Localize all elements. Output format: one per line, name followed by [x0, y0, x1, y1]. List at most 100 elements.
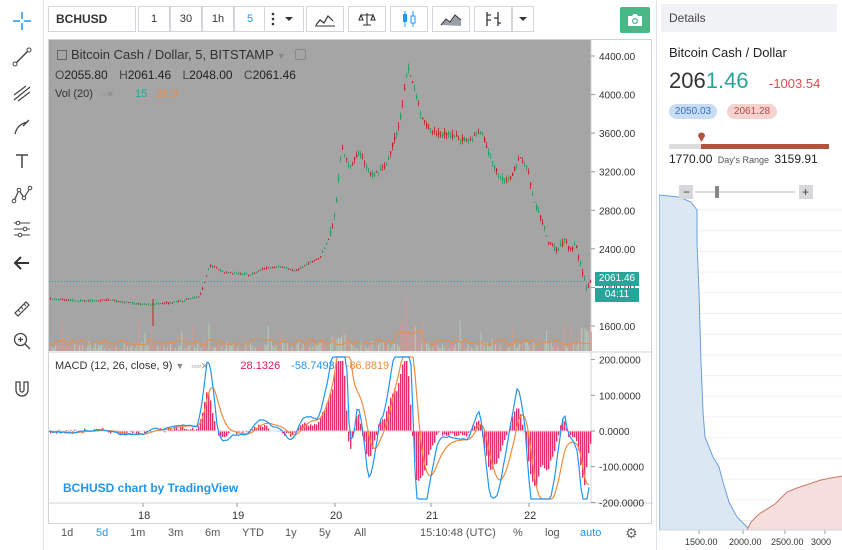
compare-button[interactable] — [348, 6, 386, 32]
volume-value: 15 — [135, 88, 148, 100]
symbol-input[interactable]: BCHUSD — [48, 6, 136, 32]
range-button-6m[interactable]: 6m — [205, 527, 221, 539]
low-value: 2048.00 — [189, 68, 233, 82]
magnet-icon[interactable] — [8, 376, 36, 402]
price-change: -1003.54 — [769, 76, 821, 91]
range-marker-icon — [698, 132, 705, 142]
log-toggle[interactable]: log — [545, 527, 560, 539]
price-axis-label: 4400.00 — [599, 52, 636, 63]
fib-tool-icon[interactable] — [8, 80, 36, 106]
range-button-1y[interactable]: 1y — [285, 527, 297, 539]
range-button-all[interactable]: All — [354, 527, 367, 539]
gear-icon[interactable]: ⚙ — [625, 525, 638, 541]
macd-signal-value: -86.8819 — [345, 360, 390, 372]
ruler-icon[interactable] — [8, 296, 36, 322]
high-value: 2061.46 — [127, 68, 172, 82]
macd-axis-label: -200.0000 — [599, 498, 644, 509]
chart-legend-title: Bitcoin Cash / Dollar, 5, BITSTAMP ▼ — [57, 47, 307, 62]
day-range: 1770.00 Day's Range 3159.91 — [669, 152, 818, 166]
ask-badge: 2061.28 — [727, 104, 777, 119]
brush-icon[interactable] — [8, 114, 36, 140]
details-header[interactable]: Details — [661, 4, 837, 32]
indicator-controls-icon[interactable]: ▫▫▫✕ — [191, 361, 209, 371]
time-axis-label: 20 — [330, 510, 342, 522]
volume-label: Vol (20) — [55, 88, 93, 100]
details-panel: Details Bitcoin Cash / Dollar 2061.46 -1… — [656, 0, 842, 550]
text-tool-icon[interactable] — [8, 148, 36, 174]
crosshair-icon[interactable] — [8, 8, 36, 34]
range-label: Day's Range — [717, 155, 769, 165]
bar-countdown-tag: 04:11 — [595, 288, 639, 302]
interval-button-1h[interactable]: 1h — [202, 6, 234, 32]
candlesticks — [50, 63, 592, 326]
interval-button-30[interactable]: 30 — [170, 6, 202, 32]
macd-axis-label: 200.0000 — [599, 356, 641, 367]
symbol-title: Bitcoin Cash / Dollar, 5, BITSTAMP — [71, 47, 274, 62]
price-axis-label: 2800.00 — [599, 206, 636, 217]
zoom-icon[interactable] — [8, 328, 36, 354]
ohlc-values: O2055.80 H2061.46 L2048.00 C2061.46 — [55, 68, 296, 82]
ask-depth-area — [746, 475, 842, 531]
instrument-name: Bitcoin Cash / Dollar — [669, 45, 787, 60]
settings-icon[interactable] — [295, 49, 307, 60]
chart-canvas[interactable]: 4400.00 4000.00 3600.00 3200.00 2800.00 2400.… — [49, 40, 653, 525]
volume-bars — [50, 296, 592, 351]
price-axis-label: 4000.00 — [599, 91, 636, 102]
more-dropdown-button[interactable] — [512, 6, 534, 32]
utc-clock[interactable]: 15:10:48 (UTC) — [420, 527, 496, 539]
depth-x-label: 2500.00 — [771, 537, 804, 547]
collapse-icon[interactable] — [57, 50, 67, 60]
range-button-5y[interactable]: 5y — [319, 527, 331, 539]
last-price-tag: 2061.46 — [595, 272, 639, 286]
zoom-handle[interactable] — [715, 186, 719, 198]
depth-chart[interactable]: 3200300028002600240022002000180016001400… — [659, 182, 842, 550]
main-chart[interactable]: 4400.00 4000.00 3600.00 3200.00 2800.00 2400.… — [48, 39, 653, 525]
scales-icon — [358, 13, 376, 26]
auto-toggle[interactable]: auto — [580, 527, 602, 539]
price-axis-label: 3200.00 — [599, 168, 636, 179]
bottom-toolbar: 1d 5d 1m 3m 6m YTD 1y 5y All 15:10:48 (UTC) % lo… — [48, 524, 652, 546]
zoom-in-icon[interactable]: + — [802, 185, 809, 199]
depth-x-label: 1500.00 — [685, 537, 718, 547]
time-axis-label: 18 — [138, 510, 150, 522]
zoom-out-icon[interactable]: − — [683, 185, 690, 199]
indicators-button[interactable] — [474, 6, 512, 32]
price-axis-label: 2400.00 — [599, 245, 636, 256]
range-button-5d[interactable]: 5d — [96, 527, 109, 539]
percent-toggle[interactable]: % — [513, 527, 523, 539]
camera-icon — [628, 14, 642, 26]
range-button-1d[interactable]: 1d — [61, 527, 74, 539]
back-arrow-icon[interactable] — [8, 250, 36, 276]
depth-zoom-slider[interactable]: − + — [679, 185, 813, 199]
range-button-1m[interactable]: 1m — [130, 527, 146, 539]
interval-button-1[interactable]: 1 — [138, 6, 170, 32]
time-axis-label: 22 — [524, 510, 536, 522]
bar-chart-icon — [315, 15, 335, 27]
range-button-3m[interactable]: 3m — [168, 527, 184, 539]
day-range-bar — [669, 144, 829, 149]
macd-axis-label: -100.0000 — [599, 463, 644, 474]
interval-dropdown-button[interactable] — [264, 6, 304, 32]
open-value: 2055.80 — [64, 68, 108, 82]
pattern-tool-icon[interactable] — [8, 182, 36, 208]
last-price: 2061.46 — [669, 68, 749, 93]
prediction-tool-icon[interactable] — [8, 216, 36, 242]
indicator-icon — [486, 12, 501, 26]
macd-legend: MACD (12, 26, close, 9) ▼ ▫▫▫✕ 28.1326 -5… — [55, 360, 390, 372]
depth-x-label: 3000 — [811, 537, 831, 547]
interval-button-5[interactable]: 5 — [234, 6, 266, 32]
volume-ma-value: 26.3 — [156, 88, 178, 100]
bars-style-button[interactable] — [306, 6, 344, 32]
range-low: 1770.00 — [669, 152, 713, 166]
trend-line-icon[interactable] — [8, 44, 36, 70]
bid-depth-area — [659, 194, 750, 531]
bid-badge: 2050.03 — [669, 104, 717, 119]
snapshot-button[interactable] — [620, 7, 650, 33]
macd-label: MACD (12, 26, close, 9) — [55, 360, 173, 372]
candles-style-button[interactable] — [390, 6, 428, 32]
range-button-ytd[interactable]: YTD — [242, 527, 264, 539]
area-style-button[interactable] — [432, 6, 470, 32]
tradingview-watermark[interactable]: BCHUSD chart by TradingView — [63, 481, 239, 495]
macd-line — [49, 356, 590, 500]
indicator-controls-icon[interactable]: ▫▫✕ — [99, 89, 114, 99]
